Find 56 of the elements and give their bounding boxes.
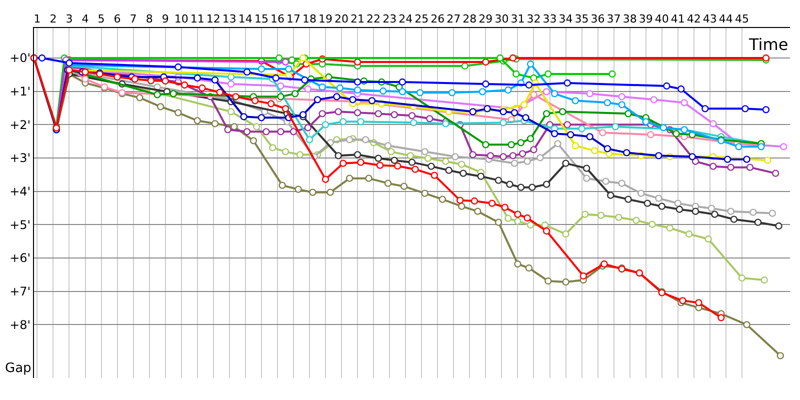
x-tick-label: 44 xyxy=(718,12,733,26)
x-tick-label: 18 xyxy=(302,12,316,26)
x-tick-label: 13 xyxy=(222,12,236,26)
x-tick-label: 2 xyxy=(50,12,57,26)
y-tick-label: +4' xyxy=(10,184,31,199)
x-tick-label: 1 xyxy=(34,12,41,26)
x-tick-label: 41 xyxy=(670,12,685,26)
y-tick-label: +5' xyxy=(10,218,31,232)
x-tick-label: 45 xyxy=(734,12,749,26)
y-tick-label: +6' xyxy=(10,251,31,266)
y-tick-label: +2' xyxy=(10,118,31,132)
y-tick-label: +3' xyxy=(10,151,31,166)
x-tick-label: 27 xyxy=(446,12,461,26)
x-tick-label: 32 xyxy=(526,12,541,26)
x-tick-label: 35 xyxy=(574,12,589,26)
x-tick-label: 23 xyxy=(382,12,397,26)
x-tick-label: 16 xyxy=(270,12,284,26)
x-tick-label: 14 xyxy=(238,12,252,26)
y-tick-label: +7' xyxy=(10,284,31,299)
x-tick-label: 17 xyxy=(286,12,300,26)
x-tick-label: 12 xyxy=(206,12,220,26)
y-axis-title: Gap xyxy=(5,361,32,376)
x-tick-label: 25 xyxy=(414,12,429,26)
x-tick-label: 29 xyxy=(478,12,493,26)
x-tick-label: 5 xyxy=(98,12,105,26)
x-tick-label: 30 xyxy=(494,12,509,26)
x-tick-label: 34 xyxy=(558,12,573,26)
x-tick-label: 8 xyxy=(146,12,153,26)
x-tick-label: 20 xyxy=(334,12,349,26)
x-tick-label: 24 xyxy=(398,12,413,26)
x-tick-label: 4 xyxy=(82,12,89,26)
y-tick-label: +1' xyxy=(10,84,31,99)
x-tick-label: 3 xyxy=(66,12,73,26)
x-tick-label: 42 xyxy=(686,12,701,26)
x-tick-label: 37 xyxy=(606,12,621,26)
x-tick-label: 26 xyxy=(430,12,445,26)
x-tick-label: 31 xyxy=(510,12,525,26)
x-tick-label: 22 xyxy=(366,12,381,26)
x-tick-label: 40 xyxy=(654,12,669,26)
y-tick-label: +8' xyxy=(10,318,31,332)
x-tick-label: 9 xyxy=(162,12,169,26)
x-tick-label: 38 xyxy=(622,12,637,26)
x-axis-title: Time xyxy=(748,35,788,54)
x-tick-label: 21 xyxy=(350,12,365,26)
x-tick-label: 10 xyxy=(174,12,188,26)
x-tick-label: 43 xyxy=(702,12,717,26)
x-tick-label: 36 xyxy=(590,12,605,26)
x-tick-label: 6 xyxy=(114,12,121,26)
x-tick-label: 11 xyxy=(190,12,204,26)
x-tick-label: 28 xyxy=(462,12,477,26)
x-tick-label: 33 xyxy=(542,12,557,26)
y-tick-label: +0' xyxy=(10,51,31,66)
x-tick-label: 19 xyxy=(318,12,333,26)
x-tick-label: 7 xyxy=(130,12,137,26)
x-tick-label: 39 xyxy=(638,12,653,26)
x-tick-label: 15 xyxy=(254,12,268,26)
